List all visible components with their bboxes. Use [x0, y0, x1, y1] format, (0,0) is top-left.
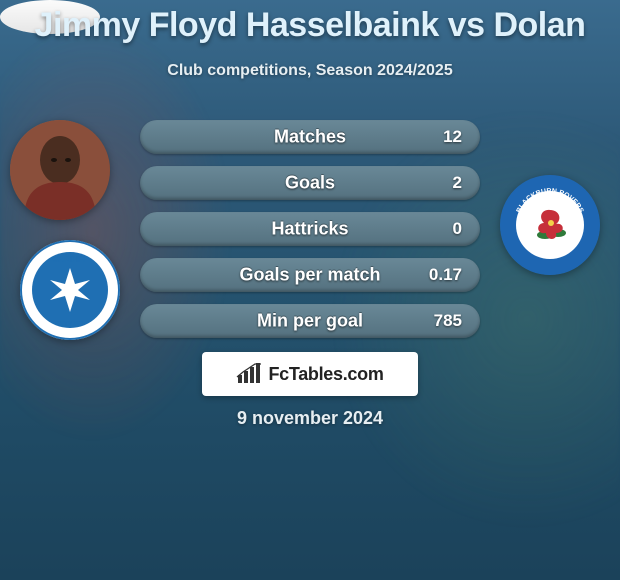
club-right-crest-icon: BLACKBURN ROVERS ARTE ET LABORE [500, 175, 600, 275]
brand-text: FcTables.com [268, 364, 383, 385]
stat-label: Min per goal [140, 311, 480, 332]
bar-chart-icon [236, 363, 262, 385]
stat-right-value: 785 [434, 311, 462, 331]
club-badge-right: BLACKBURN ROVERS ARTE ET LABORE [500, 175, 600, 275]
stat-bar: Hattricks 0 [140, 212, 480, 246]
stat-bars: Matches 12 Goals 2 Hattricks 0 Goals per… [140, 120, 480, 350]
club-left-crest-icon: CARDIFF CITY FC [20, 240, 120, 340]
stat-label: Hattricks [140, 219, 480, 240]
page-subtitle: Club competitions, Season 2024/2025 [0, 62, 620, 80]
stat-label: Goals [140, 173, 480, 194]
page-title: Jimmy Floyd Hasselbaink vs Dolan [0, 6, 620, 45]
club-badge-left: CARDIFF CITY FC [20, 240, 120, 340]
stat-bar: Goals 2 [140, 166, 480, 200]
svg-text:CARDIFF: CARDIFF [52, 255, 87, 264]
stat-right-value: 0.17 [429, 265, 462, 285]
brand-badge: FcTables.com [202, 352, 418, 396]
stat-right-value: 0 [453, 219, 462, 239]
date-text: 9 november 2024 [0, 408, 620, 429]
stat-right-value: 2 [453, 173, 462, 193]
infographic-container: Jimmy Floyd Hasselbaink vs Dolan Club co… [0, 0, 620, 580]
stat-right-value: 12 [443, 127, 462, 147]
svg-text:CITY FC: CITY FC [56, 321, 83, 328]
player-left-avatar [10, 120, 110, 220]
stat-label: Matches [140, 127, 480, 148]
player-left-silhouette-icon [10, 120, 110, 220]
stat-bar: Matches 12 [140, 120, 480, 154]
stat-bar: Goals per match 0.17 [140, 258, 480, 292]
stat-bar: Min per goal 785 [140, 304, 480, 338]
